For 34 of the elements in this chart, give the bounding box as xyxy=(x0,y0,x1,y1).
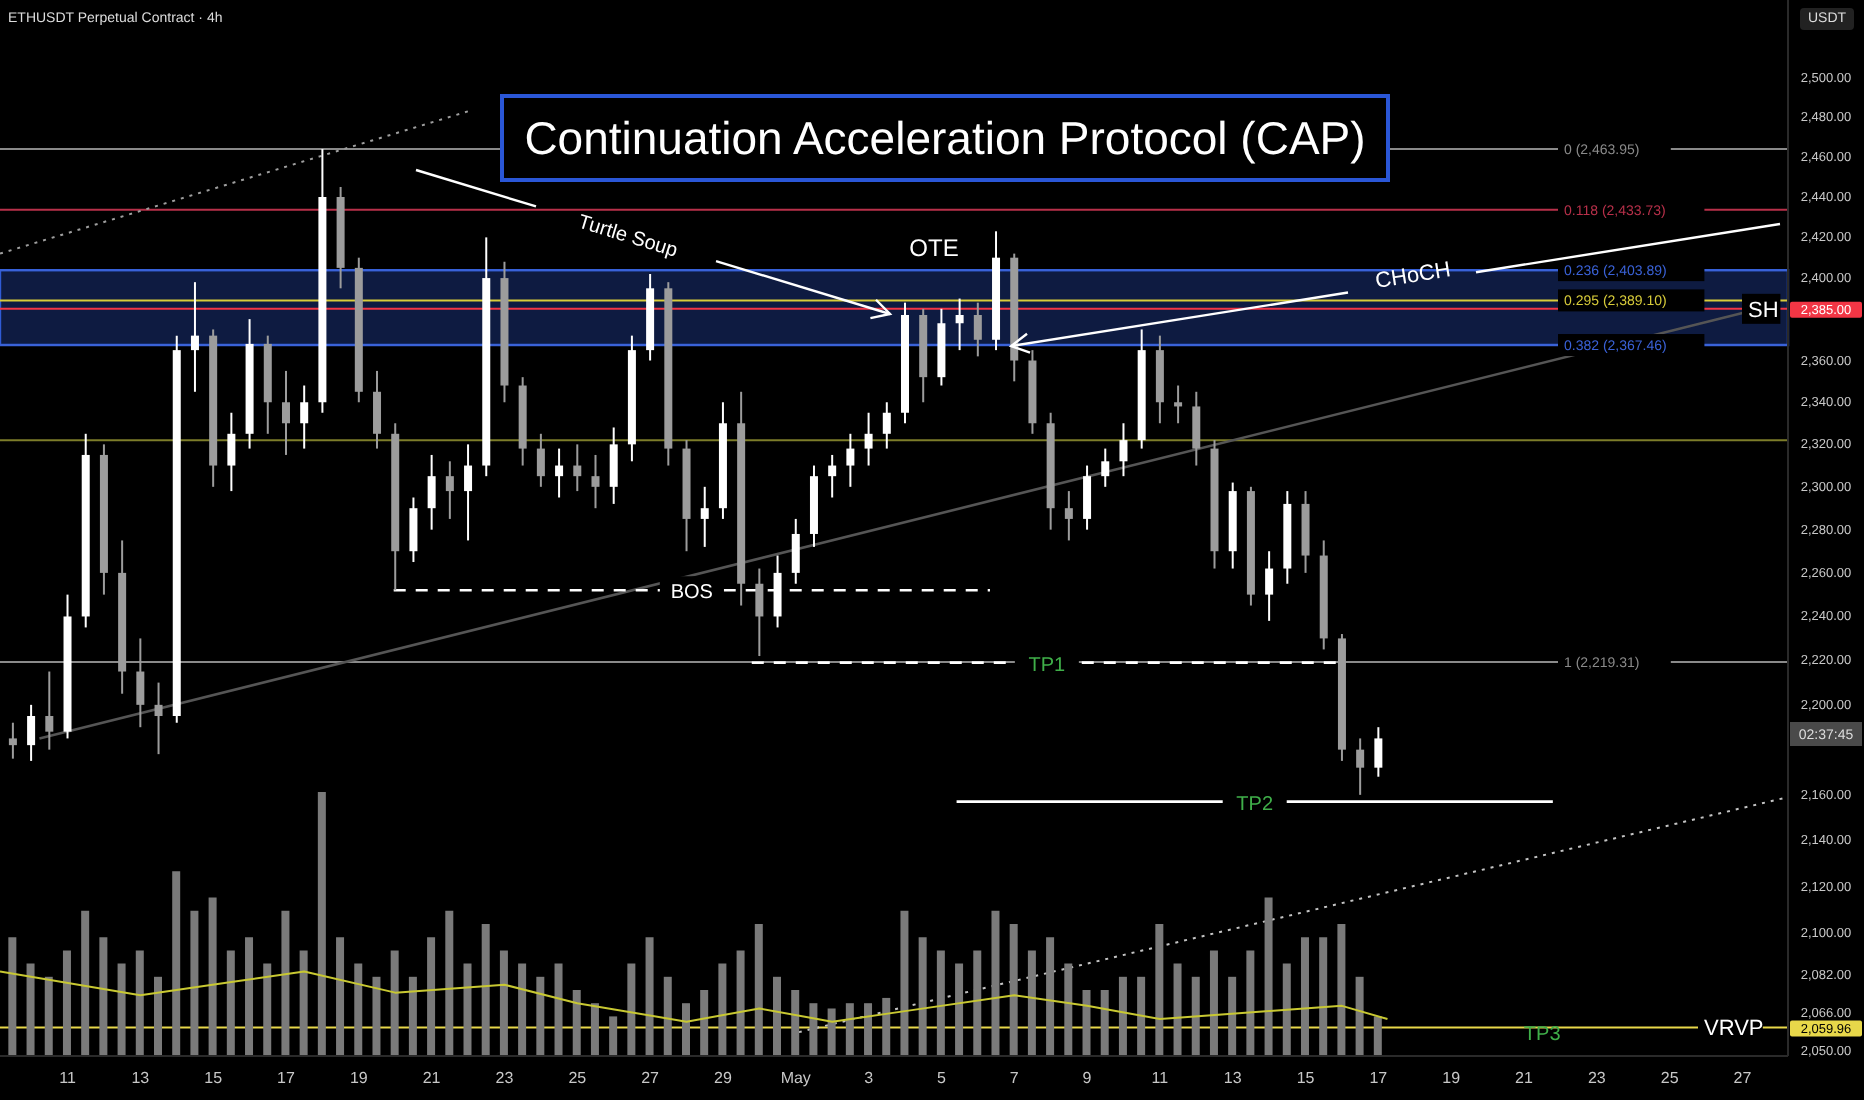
x-tick-label: 25 xyxy=(1660,1069,1680,1088)
x-tick-label: 19 xyxy=(1442,1069,1462,1088)
x-tick-label: 11 xyxy=(59,1069,77,1088)
x-tick-label: 25 xyxy=(568,1069,588,1088)
x-tick-label: May xyxy=(780,1069,811,1088)
x-tick-label: 15 xyxy=(1296,1069,1316,1088)
x-tick-label: 23 xyxy=(1587,1069,1607,1088)
x-tick-label: 3 xyxy=(864,1069,875,1088)
text: Continuation Acceleration Protocol (CAP) xyxy=(500,94,1390,182)
x-tick-label: 9 xyxy=(1082,1069,1093,1088)
annotation: CHoCH xyxy=(1373,258,1453,294)
ref-line-label: VRVP xyxy=(1704,1017,1764,1042)
x-tick-label: 23 xyxy=(495,1069,515,1088)
x-tick-label: 19 xyxy=(349,1069,369,1088)
x-tick-label: 7 xyxy=(1009,1069,1020,1088)
x-tick-label: 17 xyxy=(1369,1069,1389,1088)
series-label: BOS xyxy=(670,582,714,605)
x-tick-label: 27 xyxy=(1733,1069,1753,1088)
series-label: TP2 xyxy=(1236,793,1274,816)
x-tick-label: 21 xyxy=(1515,1069,1534,1088)
annotation: TP3 xyxy=(1523,1024,1562,1047)
series-label: TP1 xyxy=(1028,654,1067,677)
annotation: OTE xyxy=(909,234,959,262)
x-tick-label: 29 xyxy=(714,1069,733,1088)
x-tick-label: 11 xyxy=(1151,1069,1170,1088)
ref-line-label: SH xyxy=(1748,298,1779,323)
x-tick-label: 27 xyxy=(641,1069,661,1088)
x-tick-label: 17 xyxy=(277,1069,296,1088)
annotation: Turtle Soup xyxy=(575,211,681,263)
x-tick-label: 5 xyxy=(936,1069,947,1088)
x-tick-label: 15 xyxy=(204,1069,224,1088)
x-tick-label: 13 xyxy=(131,1069,151,1088)
x-tick-label: 13 xyxy=(1223,1069,1243,1088)
x-tick-label: 21 xyxy=(422,1069,442,1088)
